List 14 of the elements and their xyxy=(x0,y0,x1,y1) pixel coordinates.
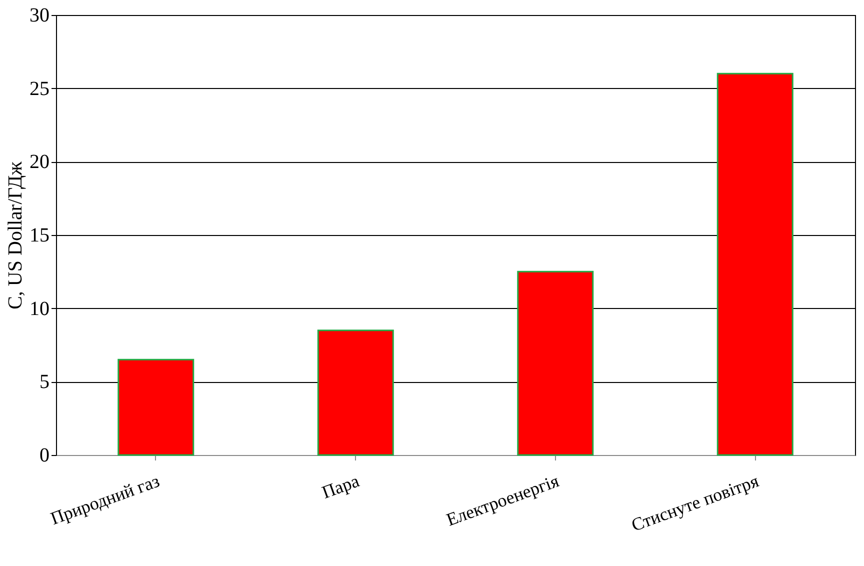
bar xyxy=(317,330,394,456)
y-tick-label: 10 xyxy=(30,298,50,320)
y-axis-title: C, US Dollar/ГДж xyxy=(4,161,26,310)
bar xyxy=(517,270,594,456)
y-tick-label: 30 xyxy=(30,4,50,26)
bar xyxy=(716,72,794,456)
y-tick-label: 0 xyxy=(40,444,50,466)
y-tick-label: 20 xyxy=(30,151,50,174)
y-tick-label: 25 xyxy=(30,78,50,100)
y-tick-label: 15 xyxy=(30,224,50,246)
x-tick-label: Стиснуте повітря xyxy=(628,470,762,536)
y-tick-label: 5 xyxy=(40,371,50,394)
x-tick-label: Пара xyxy=(319,470,362,502)
bar xyxy=(118,358,194,456)
